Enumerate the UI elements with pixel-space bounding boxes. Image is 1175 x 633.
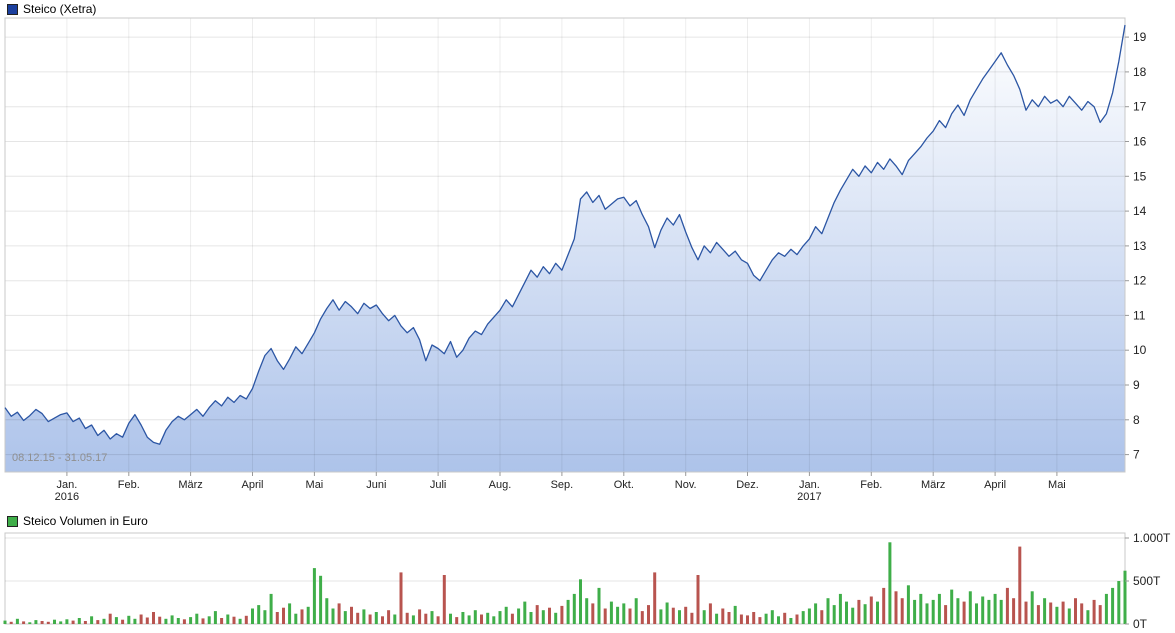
price-y-tick-label: 13 xyxy=(1133,239,1147,253)
price-series-swatch xyxy=(7,3,18,15)
horizontal-gridlines xyxy=(5,36,1125,456)
x-tick-label: Jan. xyxy=(57,479,78,491)
x-tick-label: Jan. xyxy=(799,479,820,491)
volume-y-tick-label: 500T xyxy=(1133,574,1161,588)
x-tick-label: März xyxy=(921,479,945,491)
x-tick-label: Feb. xyxy=(118,479,140,491)
x-tick-label: April xyxy=(984,479,1006,491)
price-y-tick-label: 10 xyxy=(1133,343,1147,357)
volume-y-axis: 1.000T 500T 0T xyxy=(1125,531,1171,631)
price-line xyxy=(4,24,1126,445)
volume-y-tick-label: 1.000T xyxy=(1133,531,1171,545)
price-y-tick-label: 17 xyxy=(1133,100,1147,114)
price-y-tick-label: 9 xyxy=(1133,378,1140,392)
price-y-tick-label: 19 xyxy=(1133,30,1147,44)
price-y-tick-label: 15 xyxy=(1133,169,1147,183)
x-tick-label: Okt. xyxy=(614,479,634,491)
x-tick-year-label: 2016 xyxy=(55,491,79,503)
price-y-tick-label: 14 xyxy=(1133,204,1147,218)
vertical-gridlines xyxy=(66,18,1058,472)
x-tick-label: Dez. xyxy=(736,479,759,491)
price-y-axis: 7 8 9 10 11 12 13 14 15 16 17 18 19 xyxy=(1125,30,1147,462)
volume-legend: Steico Volumen in Euro xyxy=(7,514,148,528)
volume-series-label: Steico Volumen in Euro xyxy=(23,514,148,528)
x-tick-label: Mai xyxy=(306,479,324,491)
price-area xyxy=(5,25,1125,472)
x-tick-label: Mai xyxy=(1048,479,1066,491)
price-y-tick-label: 16 xyxy=(1133,135,1147,149)
x-tick-label: Nov. xyxy=(675,479,697,491)
x-tick-label: Aug. xyxy=(489,479,512,491)
x-tick-label: Juni xyxy=(366,479,386,491)
x-tick-label: April xyxy=(241,479,263,491)
price-y-tick-label: 7 xyxy=(1133,448,1140,462)
volume-gridlines xyxy=(5,537,1125,582)
x-tick-label: Juli xyxy=(430,479,447,491)
x-tick-label: Feb. xyxy=(860,479,882,491)
date-range-label: 08.12.15 - 31.05.17 xyxy=(12,452,108,464)
volume-series-swatch xyxy=(7,515,18,527)
volume-bars xyxy=(3,542,1127,624)
price-legend: Steico (Xetra) xyxy=(7,2,96,16)
x-tick-label: März xyxy=(178,479,202,491)
volume-y-tick-label: 0T xyxy=(1133,617,1148,631)
price-y-tick-label: 18 xyxy=(1133,65,1147,79)
x-tick-label: Sep. xyxy=(551,479,574,491)
price-plot-border xyxy=(4,17,1126,473)
price-y-tick-label: 12 xyxy=(1133,274,1147,288)
price-series-label: Steico (Xetra) xyxy=(23,2,97,16)
price-y-tick-label: 11 xyxy=(1133,308,1146,322)
price-y-tick-label: 8 xyxy=(1133,413,1140,427)
x-tick-year-label: 2017 xyxy=(797,491,821,503)
